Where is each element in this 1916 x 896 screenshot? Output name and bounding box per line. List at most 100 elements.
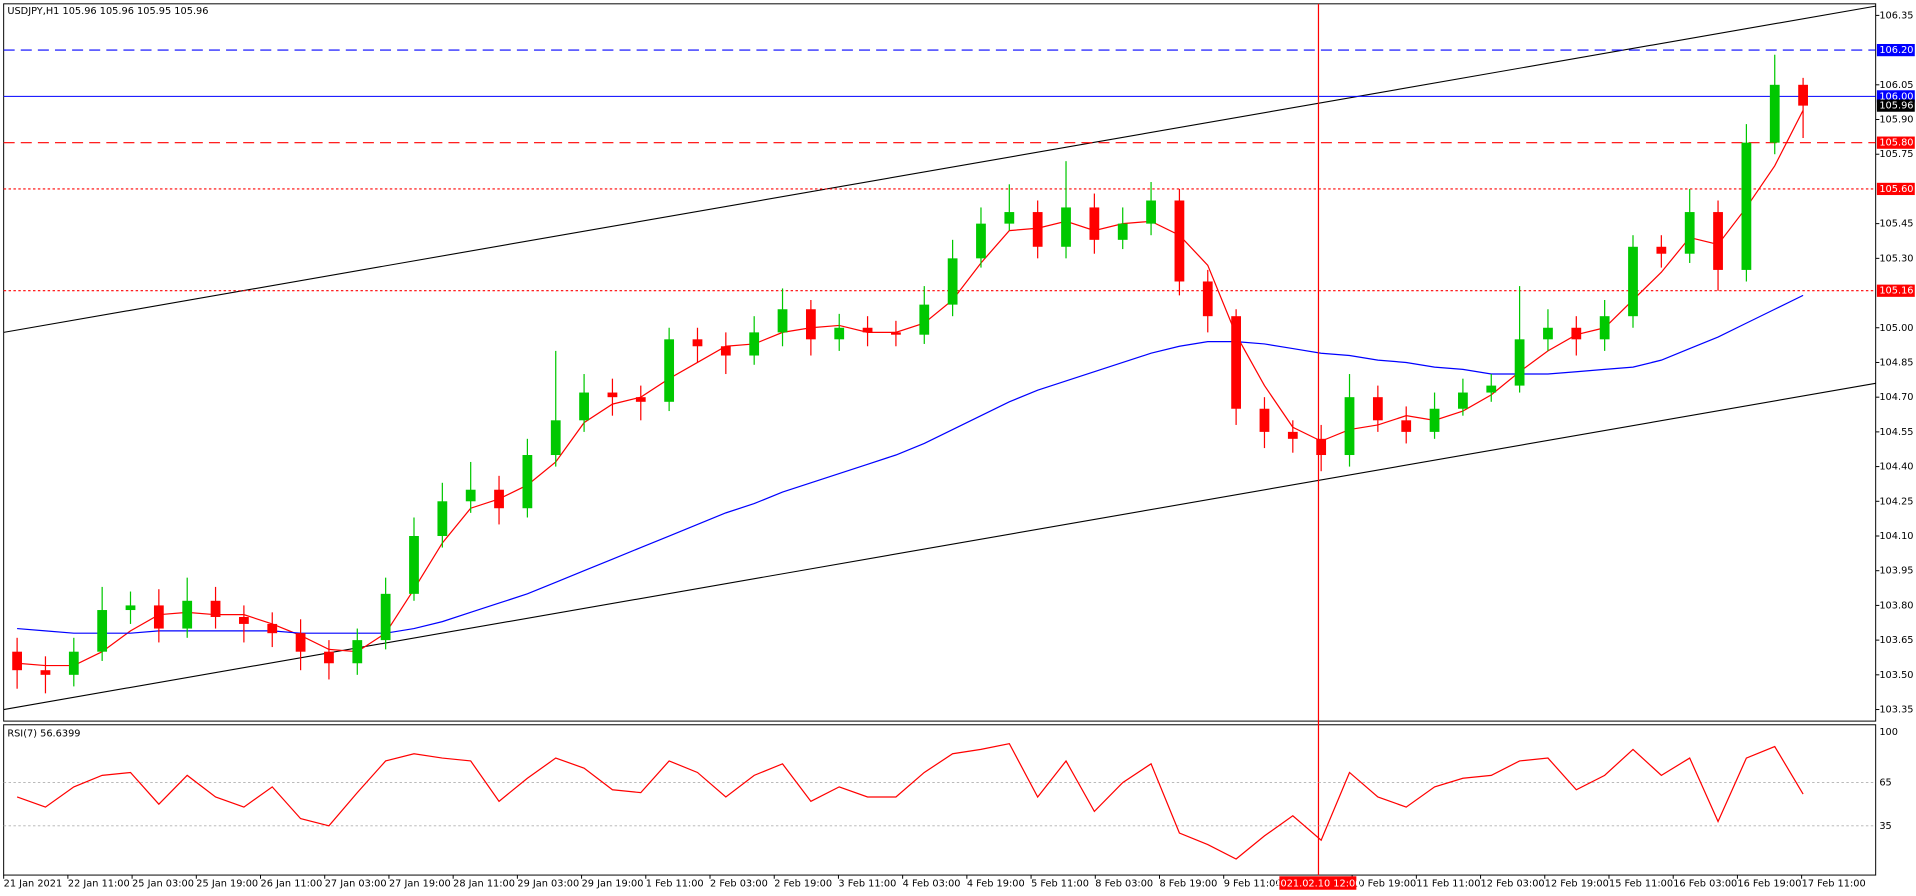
candle-body — [550, 420, 561, 456]
candle-body — [1798, 84, 1808, 106]
moving-average — [17, 109, 1804, 667]
level-label: 106.20 — [1879, 45, 1913, 56]
cursor-label-box — [1279, 876, 1357, 890]
candle-body — [1543, 327, 1553, 340]
candle-body — [664, 339, 675, 402]
candle-body — [1174, 200, 1185, 282]
candle-body — [97, 610, 108, 652]
candle-body — [1344, 397, 1355, 456]
candle-body — [1741, 142, 1752, 270]
rsi-panel — [3, 724, 1877, 876]
level-label: 106.00 — [1879, 91, 1913, 102]
x-tick-label: 2 Feb 19:00 — [774, 879, 832, 890]
last-price-label: 105.96 — [1879, 101, 1913, 112]
x-tick-label: 28 Jan 11:00 — [453, 879, 515, 890]
candle-body — [976, 223, 986, 259]
cursor-label: 2021.02.10 12:00 — [1274, 879, 1361, 890]
y-tick-label: 103.95 — [1879, 566, 1913, 577]
candle-body — [1287, 431, 1298, 439]
trendline — [3, 5, 1876, 333]
candle-body — [68, 651, 79, 675]
y-tick-label: 104.10 — [1879, 531, 1913, 542]
moving-average — [17, 294, 1804, 634]
candle-body — [324, 651, 334, 664]
candle-body — [1259, 408, 1270, 432]
x-tick-label: 27 Jan 03:00 — [325, 879, 387, 890]
level-label-box — [1876, 182, 1915, 196]
rsi-header: RSI(7) 56.6399 — [7, 728, 80, 739]
x-tick-label: 26 Jan 11:00 — [261, 879, 323, 890]
x-tick-label: 1 Feb 11:00 — [646, 879, 704, 890]
x-tick-label: 12 Feb 03:00 — [1481, 879, 1545, 890]
candle-body — [210, 600, 221, 617]
candle-body — [409, 535, 419, 594]
y-tick-label: 104.85 — [1879, 357, 1913, 368]
y-tick-label: 103.80 — [1879, 600, 1913, 611]
x-tick-label: 15 Feb 11:00 — [1609, 879, 1673, 890]
candle-body — [1202, 281, 1213, 317]
chart-header: USDJPY,H1 105.96 105.96 105.95 105.96 — [7, 6, 208, 17]
candle-body — [1429, 408, 1440, 432]
candle-body — [1486, 385, 1497, 393]
x-tick-label: 16 Feb 03:00 — [1673, 879, 1737, 890]
candle-body — [267, 623, 278, 634]
y-tick-label: 35 — [1879, 821, 1891, 832]
y-tick-label: 104.70 — [1879, 392, 1913, 403]
candle-body — [295, 633, 306, 652]
candle-body — [607, 392, 618, 398]
candle-body — [352, 640, 363, 664]
x-tick-label: 4 Feb 19:00 — [967, 879, 1025, 890]
level-label-box — [1876, 90, 1915, 103]
candle-body — [1372, 397, 1383, 421]
x-tick-label: 11 Feb 11:00 — [1416, 879, 1480, 890]
candle-body — [239, 616, 249, 624]
last-price-box — [1876, 99, 1915, 112]
candle-body — [1713, 212, 1723, 270]
candle-body — [494, 489, 504, 509]
x-tick-label: 4 Feb 03:00 — [903, 879, 961, 890]
y-tick-label: 106.35 — [1879, 10, 1913, 21]
candle-body — [1231, 316, 1242, 409]
candle-body — [1769, 84, 1780, 143]
x-tick-label: 9 Feb 11:00 — [1224, 879, 1282, 890]
x-tick-label: 29 Jan 03:00 — [517, 879, 579, 890]
candle-body — [1061, 207, 1071, 247]
x-tick-label: 17 Feb 11:00 — [1802, 879, 1866, 890]
x-tick-label: 25 Jan 19:00 — [196, 879, 258, 890]
x-tick-label: 10 Feb 19:00 — [1352, 879, 1416, 890]
candle-body — [1117, 223, 1128, 240]
x-tick-label: 22 Jan 11:00 — [68, 879, 130, 890]
candle-body — [1032, 212, 1043, 247]
candle-body — [692, 339, 703, 347]
y-tick-label: 105.90 — [1879, 115, 1913, 126]
y-tick-label: 104.40 — [1879, 462, 1913, 473]
candle-body — [1514, 339, 1525, 386]
candle-body — [437, 501, 448, 536]
y-tick-label: 105.00 — [1879, 323, 1913, 334]
y-tick-label: 103.35 — [1879, 705, 1913, 716]
candle-body — [465, 489, 476, 502]
y-tick-label: 103.65 — [1879, 635, 1913, 646]
y-tick-label: 103.50 — [1879, 670, 1913, 681]
x-tick-label: 3 Feb 11:00 — [838, 879, 896, 890]
level-label-box — [1876, 43, 1915, 57]
candle-body — [1599, 316, 1610, 340]
candle-body — [1458, 392, 1468, 409]
candle-body — [182, 600, 193, 629]
candle-body — [1146, 200, 1156, 224]
x-tick-label: 5 Feb 11:00 — [1031, 879, 1089, 890]
y-tick-label: 105.30 — [1879, 253, 1913, 264]
candle-body — [720, 346, 731, 356]
candle-body — [579, 392, 589, 421]
x-tick-label: 8 Feb 19:00 — [1159, 879, 1217, 890]
level-label-box — [1876, 284, 1915, 297]
candle-body — [1401, 420, 1412, 432]
x-tick-label: 12 Feb 19:00 — [1545, 879, 1609, 890]
level-label: 105.60 — [1879, 184, 1913, 195]
y-tick-label: 104.25 — [1879, 496, 1913, 507]
rsi-line — [16, 742, 1804, 860]
candle-body — [777, 309, 788, 333]
y-tick-label: 65 — [1879, 778, 1891, 789]
